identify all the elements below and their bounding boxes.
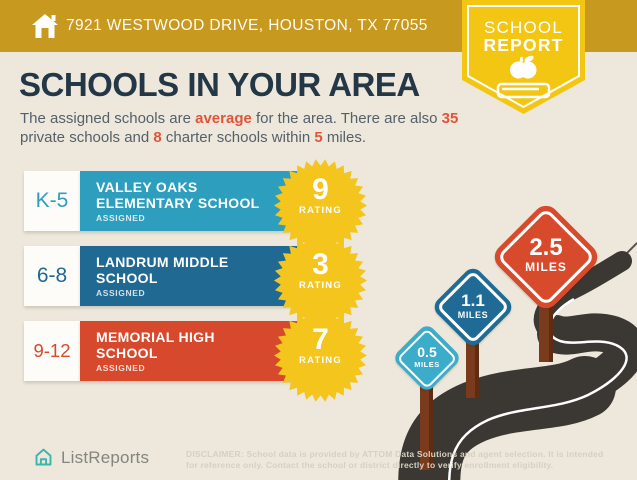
school-name-line1: MEMORIAL HIGH [96, 329, 215, 345]
apple-on-book-icon [496, 55, 551, 99]
highlight-charter-count: 8 [153, 129, 162, 146]
assigned-label: ASSIGNED [96, 288, 146, 298]
school-row-middle: 6-8 LANDRUM MIDDLE SCHOOL ASSIGNED [24, 246, 303, 306]
rating-badge: 9 RATING [273, 173, 368, 217]
school-name-bar: LANDRUM MIDDLE SCHOOL ASSIGNED [80, 246, 303, 306]
assigned-label: ASSIGNED [96, 363, 146, 373]
school-row-high: 9-12 MEMORIAL HIGH SCHOOL ASSIGNED [24, 321, 303, 381]
school-name-bar: MEMORIAL HIGH SCHOOL ASSIGNED [80, 321, 303, 381]
school-name-line1: VALLEY OAKS [96, 179, 198, 195]
rating-badge: 7 RATING [273, 323, 368, 367]
mileage-sign-2.5-label: 2.5 MILES [506, 235, 586, 275]
listreports-logo: ListReports [33, 447, 149, 468]
home-icon [32, 14, 58, 38]
distance-value: 1.1 [461, 291, 485, 310]
school-row-elementary: K-5 VALLEY OAKS ELEMENTARY SCHOOL ASSIGN… [24, 171, 303, 231]
distance-unit: MILES [457, 310, 489, 320]
distance-value: 2.5 [529, 234, 563, 261]
school-name-bar: VALLEY OAKS ELEMENTARY SCHOOL ASSIGNED [80, 171, 303, 231]
school-report-badge: SCHOOL REPORT [462, 0, 585, 114]
subtitle: The assigned schools are average for the… [20, 109, 458, 147]
rating-burst [273, 309, 368, 402]
highlight-private-count: 35 [441, 110, 459, 127]
rating-burst [273, 234, 368, 327]
rating-value: 7 [312, 323, 329, 356]
burst-shape [273, 309, 368, 402]
sign-post-small [420, 378, 433, 470]
subtitle-line-1: The assigned schools are average for the… [20, 110, 459, 127]
badge-line1: SCHOOL [484, 18, 563, 37]
school-name-line2: SCHOOL [96, 345, 158, 361]
road-near-segment [398, 356, 616, 480]
school-name-line1: LANDRUM MIDDLE [96, 254, 229, 270]
distance-unit: MILES [525, 260, 567, 274]
burst-shape [273, 159, 368, 252]
listreports-house-icon [35, 448, 52, 466]
disclaimer-line1: DISCLAIMER: School data is provided by A… [186, 449, 604, 459]
mileage-sign-0.5-label: 0.5 MILES [402, 344, 452, 370]
disclaimer-line2: for reference only. Contact the school o… [186, 460, 554, 470]
badge-line2: REPORT [483, 35, 563, 55]
burst-shape [273, 234, 368, 327]
mileage-sign-1.1-label: 1.1 MILES [443, 292, 503, 321]
rating-value: 9 [312, 173, 329, 206]
badge-inner-outline [467, 5, 580, 109]
highlight-average: average [195, 110, 252, 127]
disclaimer: DISCLAIMER: School data is provided by A… [186, 449, 636, 471]
road-edge-line [448, 297, 628, 480]
grade-range: 6-8 [24, 246, 80, 306]
rating-label: RATING [299, 205, 342, 216]
distance-unit: MILES [414, 360, 440, 369]
logo-text: ListReports [61, 447, 150, 467]
distance-value: 0.5 [417, 344, 437, 360]
school-name-line2: SCHOOL [96, 270, 158, 286]
highlight-miles: 5 [314, 129, 323, 146]
subtitle-line-2: private schools and 8 charter schools wi… [20, 129, 367, 146]
grade-range: K-5 [24, 171, 80, 231]
rating-value: 3 [312, 248, 329, 281]
page-title: SCHOOLS IN YOUR AREA [19, 66, 420, 103]
badge-shape [462, 0, 585, 114]
property-address: 7921 WESTWOOD DRIVE, HOUSTON, TX 77055 [66, 17, 428, 34]
rating-label: RATING [299, 280, 342, 291]
grade-range: 9-12 [24, 321, 80, 381]
rating-badge: 3 RATING [273, 248, 368, 292]
sign-post-mid [466, 328, 479, 398]
assigned-label: ASSIGNED [96, 213, 146, 223]
rating-burst [273, 159, 368, 252]
rating-label: RATING [299, 355, 342, 366]
school-name-line2: ELEMENTARY SCHOOL [96, 195, 260, 211]
